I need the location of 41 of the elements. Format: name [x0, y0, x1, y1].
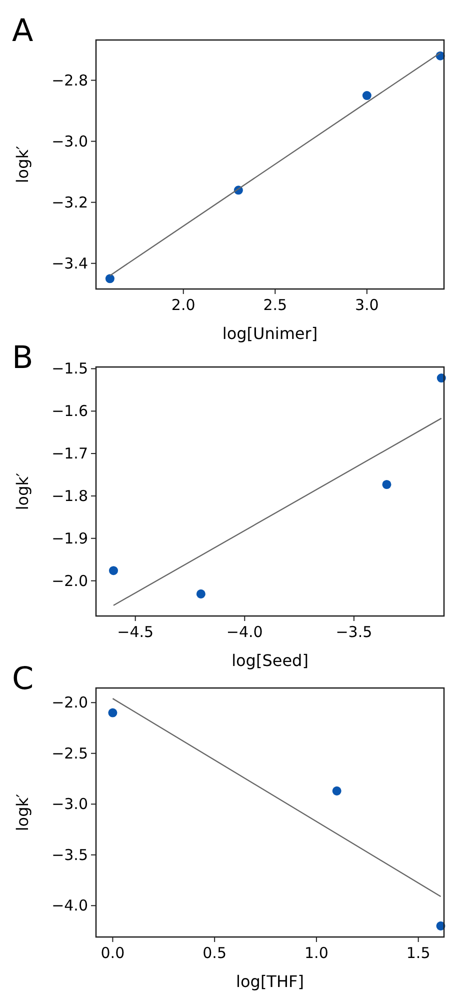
chart-title: C [12, 661, 34, 697]
x-tick-label: 0.0 [100, 944, 125, 962]
x-tick-label: 2.0 [171, 296, 196, 314]
y-tick-label: −1.5 [52, 360, 88, 378]
y-tick-label: −1.8 [52, 486, 88, 505]
y-axis-title: logk′ [13, 793, 32, 832]
point [108, 566, 118, 576]
y-tick-label: −2.0 [52, 694, 88, 712]
y-axis-title: logk′ [13, 145, 32, 184]
x-tick-label: 1.0 [304, 944, 328, 962]
y-tick-label: −1.6 [52, 402, 88, 420]
y-tick-label: −2.5 [52, 744, 88, 762]
point [196, 589, 206, 598]
x-tick-label: 0.5 [202, 944, 227, 962]
chart-title: B [12, 340, 34, 376]
y-tick-label: −3.0 [52, 132, 88, 150]
point [382, 480, 392, 490]
y-tick-label: −4.0 [52, 896, 88, 915]
x-tick-label: 1.5 [406, 944, 430, 962]
y-tick-label: −1.9 [52, 529, 88, 548]
y-tick-label: −3.5 [52, 846, 88, 864]
y-tick-label: −2.0 [52, 572, 88, 590]
x-tick-label: −3.5 [336, 623, 372, 641]
y-axis-title: logk′ [13, 472, 32, 510]
y-tick-label: −1.7 [52, 444, 88, 463]
y-tick-label: −2.8 [52, 71, 88, 90]
point [332, 786, 342, 796]
y-tick-label: −3.0 [52, 795, 88, 814]
y-tick-label: −3.2 [52, 193, 88, 212]
x-tick-label: 2.5 [263, 296, 288, 314]
chart-title: A [12, 13, 34, 49]
point [108, 708, 118, 718]
x-tick-label: 3.0 [354, 296, 379, 314]
x-axis-title: log[Unimer] [222, 324, 318, 343]
x-tick-label: −4.5 [117, 623, 154, 641]
x-axis-title: log[THF] [236, 972, 304, 991]
point [362, 91, 372, 100]
x-axis-title: log[Seed] [232, 651, 308, 670]
x-tick-label: −4.0 [226, 623, 263, 641]
y-tick-label: −3.4 [52, 254, 88, 272]
point [105, 274, 114, 284]
